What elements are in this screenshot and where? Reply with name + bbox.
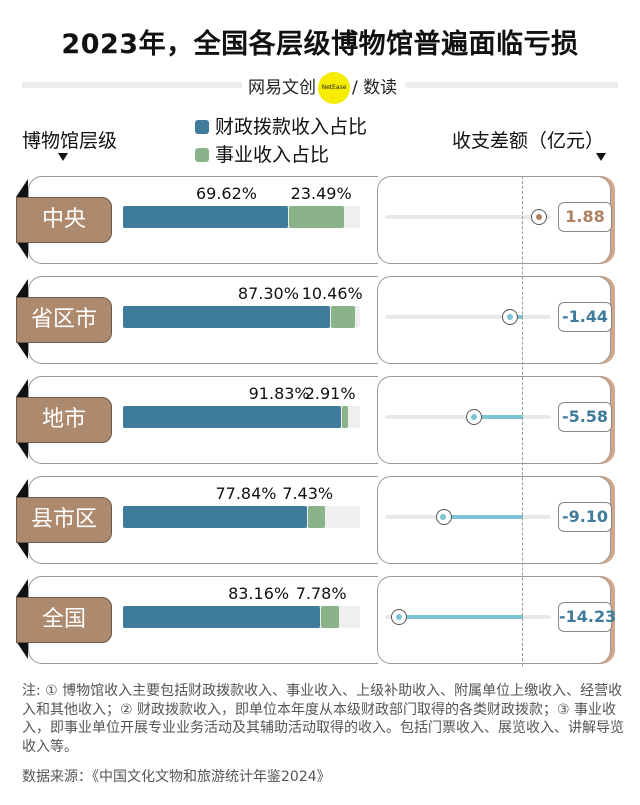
down-arrow-icon xyxy=(596,153,606,161)
footnote: 注: ① 博物馆收入主要包括财政拨款收入、事业收入、上级补助收入、附属单位上缴收… xyxy=(22,683,624,755)
down-arrow-icon xyxy=(58,153,68,161)
tag-fold xyxy=(16,479,28,497)
diff-value: -5.58 xyxy=(558,402,612,432)
legend-swatch xyxy=(195,120,209,134)
label-fiscal: 83.16% xyxy=(228,584,290,603)
legend-item-fiscal: 财政拨款收入占比 xyxy=(195,112,367,139)
bar-track xyxy=(123,406,360,428)
label-fiscal: 87.30% xyxy=(237,284,299,303)
bar-track xyxy=(123,606,360,628)
bar-fiscal xyxy=(123,306,330,328)
bar-fiscal xyxy=(123,606,321,628)
level-tag: 省区市 xyxy=(16,297,112,343)
tag-fold xyxy=(16,279,28,297)
tag-fold xyxy=(16,441,28,459)
diff-line xyxy=(399,615,523,619)
diff-line xyxy=(474,415,523,419)
label-business: 7.78% xyxy=(295,584,347,603)
label-fiscal: 69.62% xyxy=(195,184,257,203)
label-business: 23.49% xyxy=(290,184,352,203)
label-fiscal: 91.83% xyxy=(248,384,310,403)
legend-label: 事业收入占比 xyxy=(215,144,330,166)
diff-value: -9.10 xyxy=(558,502,612,532)
diff-value: -14.23 xyxy=(558,602,616,632)
bar-track xyxy=(123,306,360,328)
bar-business xyxy=(330,306,355,328)
bar-business xyxy=(308,506,326,528)
bar-track xyxy=(123,206,360,228)
tag-fold xyxy=(16,379,28,397)
tag-fold xyxy=(16,179,28,197)
label-business: 2.91% xyxy=(304,384,356,403)
data-source: 数据来源：《中国文化文物和旅游统计年鉴2024》 xyxy=(22,769,331,785)
diff-marker xyxy=(435,509,452,525)
level-header: 博物馆层级 xyxy=(22,130,118,152)
brand-name: 网易文创 xyxy=(248,78,316,98)
bar-business xyxy=(288,206,344,228)
level-tag: 县市区 xyxy=(16,497,112,543)
brand-column: / 数读 xyxy=(352,78,398,98)
diff-value: 1.88 xyxy=(558,202,612,232)
diff-track xyxy=(385,215,551,219)
diff-header: 收支差额（亿元） xyxy=(452,130,605,152)
tag-fold xyxy=(16,241,28,259)
bar-business xyxy=(341,406,348,428)
zero-line xyxy=(522,176,523,666)
page-title: 2023年，全国各层级博物馆普遍面临亏损 xyxy=(61,29,579,60)
brand-logo: 网易文创 NetEase / 数读 xyxy=(248,72,397,104)
tag-fold xyxy=(16,341,28,359)
tag-fold xyxy=(16,641,28,659)
diff-marker xyxy=(391,609,407,625)
diff-value: -1.44 xyxy=(558,302,612,332)
diff-line xyxy=(443,515,523,519)
bar-fiscal xyxy=(123,406,341,428)
diff-marker xyxy=(502,309,519,325)
level-tag: 中央 xyxy=(16,197,112,243)
divider xyxy=(22,82,242,88)
tag-fold xyxy=(16,579,28,597)
legend-label: 财政拨款收入占比 xyxy=(215,116,368,138)
divider xyxy=(405,82,618,88)
bar-business xyxy=(321,606,339,628)
level-tag: 地市 xyxy=(16,397,112,443)
label-business: 10.46% xyxy=(301,284,363,303)
bar-fiscal xyxy=(123,206,288,228)
bar-fiscal xyxy=(123,506,308,528)
netease-logo: NetEase xyxy=(318,72,350,104)
label-fiscal: 77.84% xyxy=(215,484,277,503)
level-tag: 全国 xyxy=(16,597,112,643)
legend-swatch xyxy=(195,148,209,162)
bar-track xyxy=(123,506,360,528)
legend-item-business: 事业收入占比 xyxy=(195,140,329,167)
diff-marker xyxy=(466,409,483,425)
label-business: 7.43% xyxy=(282,484,334,503)
diff-marker xyxy=(531,209,548,225)
tag-fold xyxy=(16,541,28,559)
diff-track xyxy=(385,315,551,319)
